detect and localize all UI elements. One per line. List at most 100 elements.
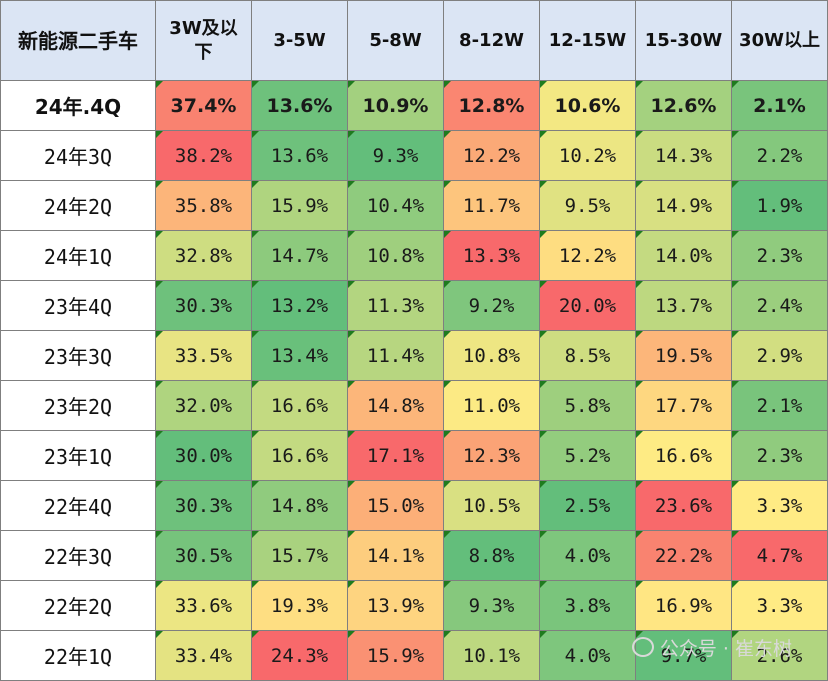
cell-marker (252, 431, 259, 438)
cell-value: 1.9% (756, 194, 803, 217)
heatmap-cell: 32.8% (155, 230, 252, 281)
heatmap-cell: 9.5% (539, 180, 636, 231)
cell-value: 13.7% (654, 294, 713, 317)
heatmap-cell: 2.2% (731, 130, 828, 181)
cell-value: 9.7% (660, 644, 707, 667)
cell-marker (540, 131, 547, 138)
cell-marker (444, 231, 451, 238)
heatmap-cell: 22.2% (635, 530, 732, 581)
cell-marker (732, 431, 739, 438)
cell-value: 2.3% (756, 444, 803, 467)
cell-marker (348, 431, 355, 438)
cell-marker (348, 81, 355, 88)
heatmap-cell: 9.3% (443, 580, 540, 631)
cell-value: 2.1% (756, 394, 803, 417)
cell-value: 13.9% (366, 594, 425, 617)
heatmap-cell: 4.7% (731, 530, 828, 581)
cell-marker (540, 431, 547, 438)
cell-value: 33.5% (174, 344, 233, 367)
cell-marker (636, 331, 643, 338)
row-label: 23年4Q (0, 280, 156, 331)
cell-marker (156, 81, 163, 88)
cell-marker (540, 281, 547, 288)
cell-marker (444, 481, 451, 488)
cell-value: 13.2% (270, 294, 329, 317)
heatmap-cell: 9.7% (635, 630, 732, 681)
heatmap-cell: 11.4% (347, 330, 444, 381)
table-row: 23年4Q 30.3% 13.2% 11.3% 9.2% 20.0% 13.7% 2.4% (0, 280, 828, 331)
cell-value: 32.0% (174, 394, 233, 417)
heatmap-cell: 32.0% (155, 380, 252, 431)
cell-value: 3.8% (564, 594, 611, 617)
cell-marker (252, 531, 259, 538)
cell-marker (540, 81, 547, 88)
heatmap-cell: 13.6% (251, 80, 348, 131)
heatmap-cell: 15.9% (251, 180, 348, 231)
cell-value: 30.3% (174, 294, 233, 317)
table-row: 23年3Q 33.5% 13.4% 11.4% 10.8% 8.5% 19.5% 2.9% (0, 330, 828, 381)
cell-value: 15.0% (366, 494, 425, 517)
heatmap-cell: 10.9% (347, 80, 444, 131)
cell-marker (156, 581, 163, 588)
heatmap-cell: 37.4% (155, 80, 252, 131)
cell-value: 4.0% (564, 544, 611, 567)
cell-marker (444, 431, 451, 438)
heatmap-cell: 13.7% (635, 280, 732, 331)
cell-marker (252, 481, 259, 488)
heatmap-cell: 14.7% (251, 230, 348, 281)
cell-value: 12.8% (458, 94, 525, 117)
cell-value: 14.3% (654, 144, 713, 167)
row-label: 24年2Q (0, 180, 156, 231)
cell-marker (636, 381, 643, 388)
cell-value: 37.4% (170, 94, 237, 117)
heatmap-cell: 13.2% (251, 280, 348, 331)
heatmap-cell: 33.4% (155, 630, 252, 681)
cell-value: 5.2% (564, 444, 611, 467)
cell-value: 4.0% (564, 644, 611, 667)
cell-value: 14.9% (654, 194, 713, 217)
cell-marker (540, 331, 547, 338)
cell-value: 16.9% (654, 594, 713, 617)
cell-value: 15.9% (270, 194, 329, 217)
heatmap-cell: 10.4% (347, 180, 444, 231)
cell-marker (636, 481, 643, 488)
cell-marker (444, 581, 451, 588)
cell-value: 10.6% (554, 94, 621, 117)
cell-value: 14.8% (270, 494, 329, 517)
heatmap-cell: 8.8% (443, 530, 540, 581)
cell-marker (636, 431, 643, 438)
cell-value: 20.0% (558, 294, 617, 317)
table-row: 23年1Q 30.0% 16.6% 17.1% 12.3% 5.2% 16.6% 2.3% (0, 430, 828, 481)
heatmap-cell: 13.6% (251, 130, 348, 181)
cell-value: 9.5% (564, 194, 611, 217)
cell-value: 4.7% (756, 544, 803, 567)
cell-value: 14.1% (366, 544, 425, 567)
heatmap-cell: 2.6% (731, 630, 828, 681)
column-header: 12-15W (539, 0, 636, 81)
heatmap-cell: 2.3% (731, 430, 828, 481)
heatmap-cell: 5.8% (539, 380, 636, 431)
cell-value: 38.2% (174, 144, 233, 167)
cell-marker (156, 381, 163, 388)
heatmap-cell: 38.2% (155, 130, 252, 181)
cell-marker (348, 131, 355, 138)
cell-value: 23.6% (654, 494, 713, 517)
heatmap-cell: 1.9% (731, 180, 828, 231)
cell-marker (540, 231, 547, 238)
heatmap-cell: 3.3% (731, 480, 828, 531)
cell-marker (252, 181, 259, 188)
column-header: 3-5W (251, 0, 348, 81)
heatmap-cell: 3.8% (539, 580, 636, 631)
heatmap-cell: 2.5% (539, 480, 636, 531)
cell-value: 2.6% (756, 644, 803, 667)
cell-marker (732, 581, 739, 588)
cell-value: 17.1% (366, 444, 425, 467)
heatmap-cell: 15.9% (347, 630, 444, 681)
heatmap-cell: 10.2% (539, 130, 636, 181)
heatmap-cell: 19.3% (251, 580, 348, 631)
heatmap-cell: 20.0% (539, 280, 636, 331)
cell-marker (732, 231, 739, 238)
cell-marker (252, 281, 259, 288)
cell-marker (156, 281, 163, 288)
cell-value: 22.2% (654, 544, 713, 567)
